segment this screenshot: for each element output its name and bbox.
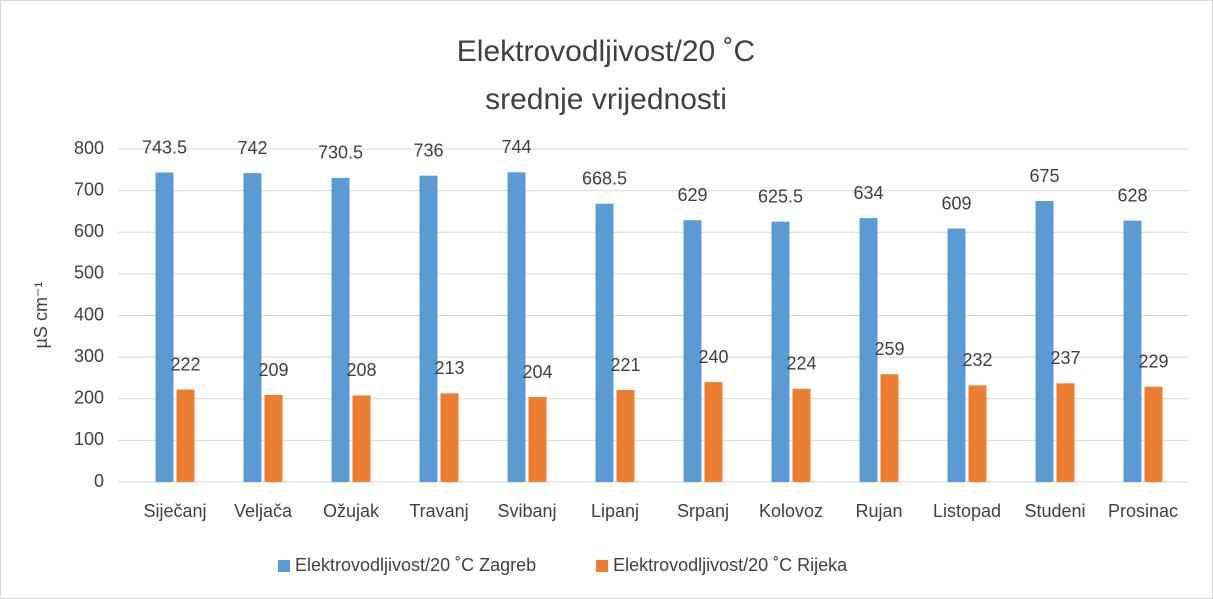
bar [616, 390, 635, 482]
data-label: 629 [677, 185, 707, 205]
data-label: 634 [853, 183, 883, 203]
y-tick-label: 400 [74, 304, 104, 324]
bar [440, 393, 459, 482]
data-label: 213 [434, 358, 464, 378]
bar [419, 175, 438, 482]
bar [1144, 386, 1163, 482]
x-tick-label: Rujan [855, 501, 902, 521]
data-label: 209 [258, 360, 288, 380]
data-label: 628 [1117, 185, 1147, 205]
data-label: 743.5 [142, 137, 187, 157]
y-tick-label: 700 [74, 179, 104, 199]
y-tick-label: 0 [94, 471, 104, 491]
data-label: 224 [786, 354, 816, 374]
data-label: 736 [413, 140, 443, 160]
x-tick-label: Svibanj [497, 501, 556, 521]
bar [683, 220, 702, 482]
data-label: 625.5 [758, 186, 803, 206]
legend-label: Elektrovodljivost/20 ˚C Rijeka [613, 555, 848, 575]
bar [1056, 383, 1075, 482]
bar [507, 172, 526, 482]
bar [264, 395, 283, 482]
bar [792, 388, 811, 482]
y-tick-label: 300 [74, 346, 104, 366]
y-tick-label: 100 [74, 429, 104, 449]
data-label: 240 [698, 347, 728, 367]
x-tick-label: Travanj [409, 501, 468, 521]
data-label: 259 [874, 339, 904, 359]
bar [1123, 220, 1142, 482]
x-tick-label: Ožujak [323, 501, 380, 521]
bar [331, 177, 350, 482]
y-tick-label: 800 [74, 138, 104, 158]
legend-label: Elektrovodljivost/20 ˚C Zagreb [295, 555, 536, 575]
data-label: 222 [170, 354, 200, 374]
x-tick-label: Siječanj [143, 501, 206, 521]
bar [528, 397, 547, 482]
data-label: 675 [1029, 166, 1059, 186]
x-tick-label: Listopad [933, 501, 1001, 521]
data-label: 229 [1138, 351, 1168, 371]
data-label: 730.5 [318, 143, 363, 163]
chart-title: Elektrovodljivost/20 ˚C [457, 35, 755, 68]
data-label: 668.5 [582, 168, 627, 188]
legend-swatch [596, 560, 609, 572]
x-tick-label: Kolovoz [759, 501, 823, 521]
y-tick-label: 500 [74, 263, 104, 283]
bar [243, 173, 262, 482]
y-tick-label: 200 [74, 388, 104, 408]
data-label: 742 [237, 138, 267, 158]
bar [176, 389, 195, 482]
bar [155, 172, 174, 482]
x-tick-label: Studeni [1024, 501, 1085, 521]
bar [352, 395, 371, 482]
bar [947, 228, 966, 482]
data-label: 232 [962, 350, 992, 370]
bar [968, 385, 987, 482]
chart-subtitle: srednje vrijednosti [485, 83, 727, 116]
y-tick-label: 600 [74, 221, 104, 241]
data-label: 237 [1050, 348, 1080, 368]
data-label: 609 [941, 193, 971, 213]
bar [880, 374, 899, 482]
legend-swatch [278, 560, 290, 572]
data-label: 204 [522, 362, 552, 382]
bar [704, 382, 723, 482]
bar [595, 203, 614, 482]
y-axis-label: µS cm⁻¹ [31, 282, 51, 349]
bar [1035, 201, 1054, 482]
data-label: 744 [501, 137, 531, 157]
x-tick-label: Prosinac [1108, 501, 1178, 521]
bar [771, 221, 790, 482]
data-label: 221 [610, 355, 640, 375]
bar [859, 218, 878, 482]
x-tick-label: Veljača [234, 501, 293, 521]
data-label: 208 [346, 360, 376, 380]
x-tick-label: Lipanj [591, 501, 639, 521]
x-tick-label: Srpanj [677, 501, 729, 521]
